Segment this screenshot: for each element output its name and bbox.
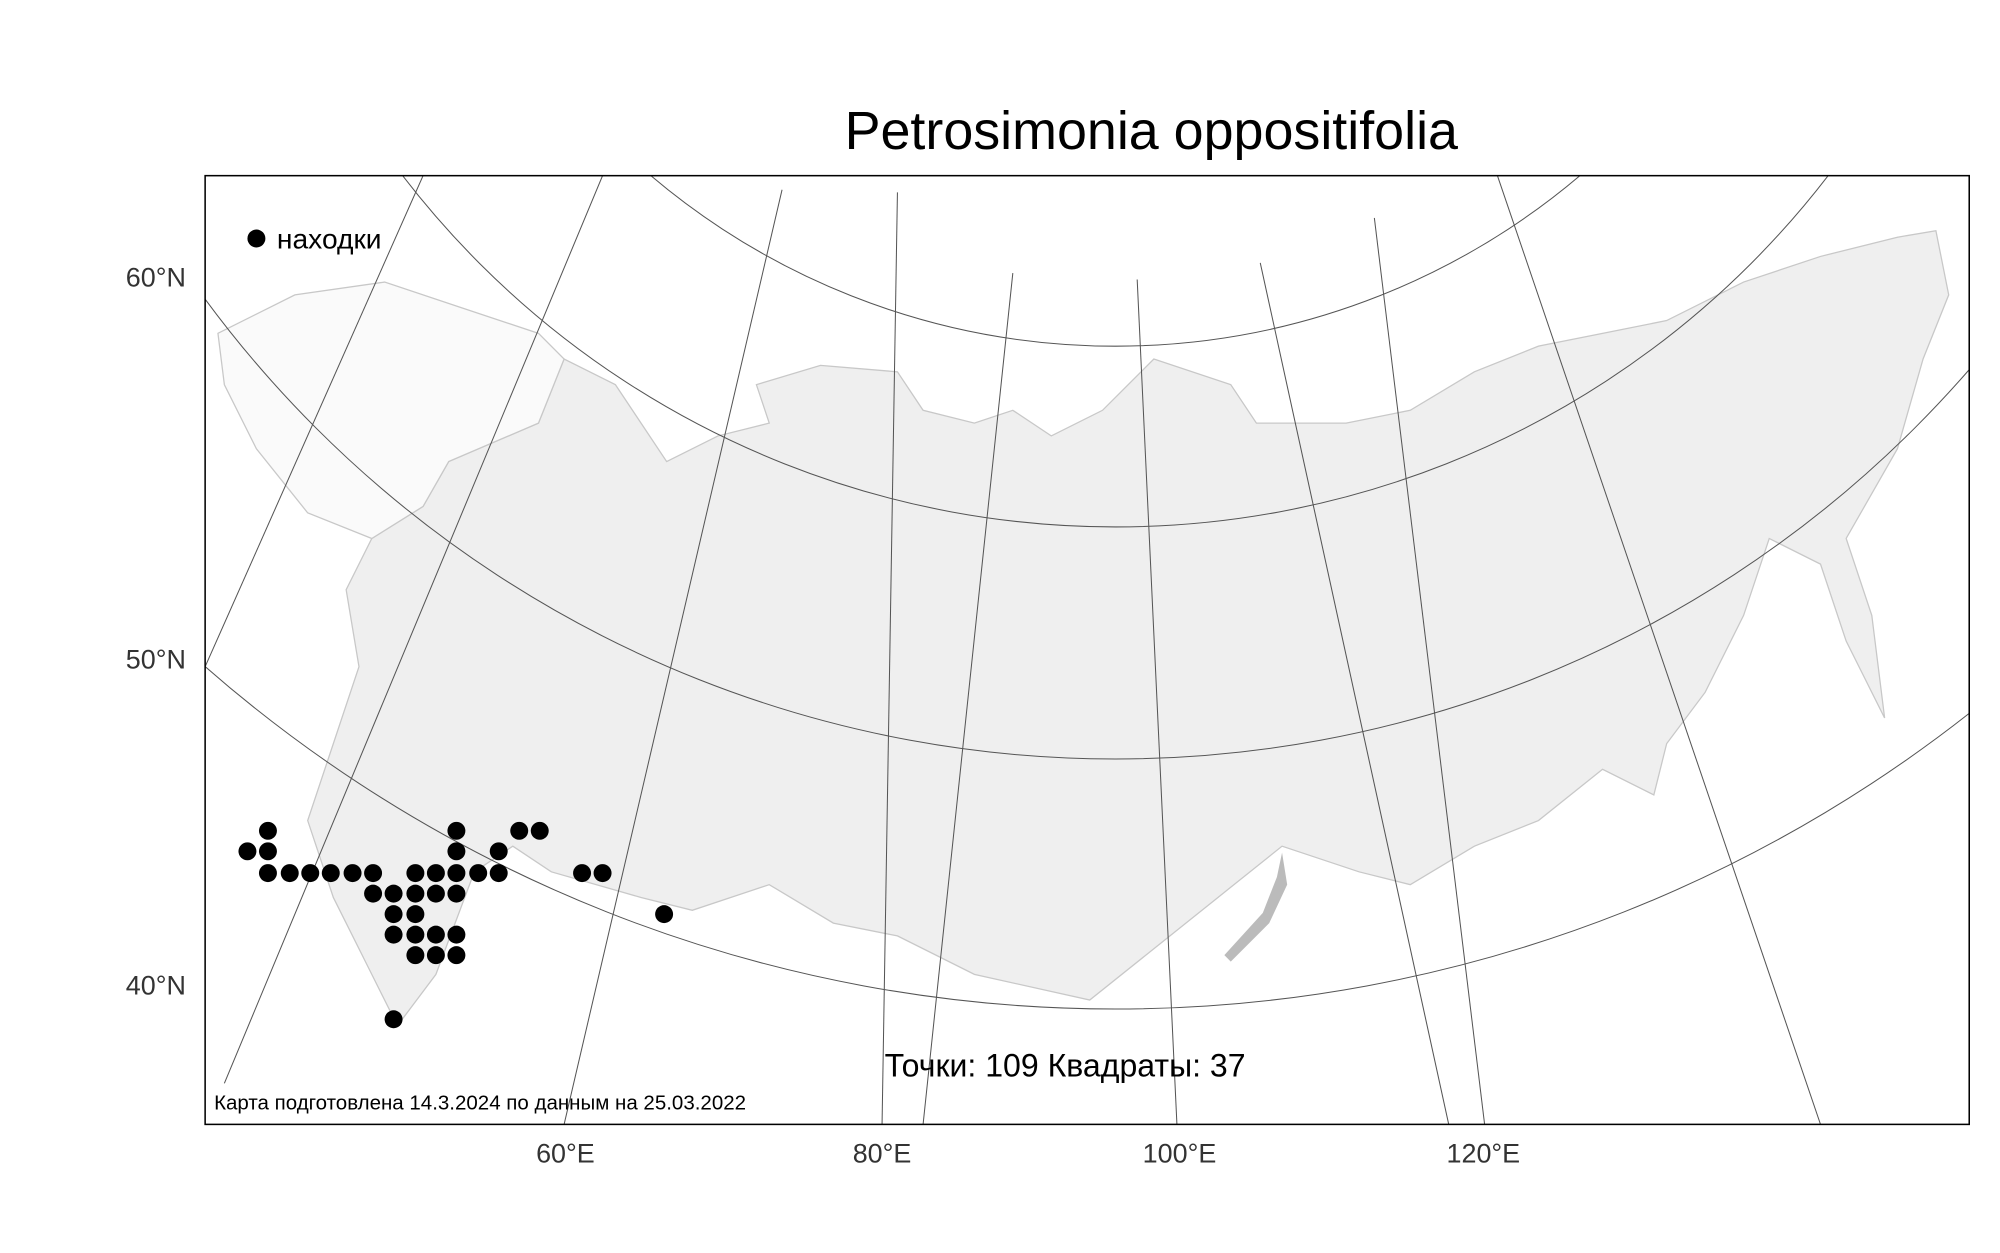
land xyxy=(307,230,1950,1027)
legend-label: находки xyxy=(277,223,382,255)
meridian xyxy=(881,192,898,1125)
graticule xyxy=(205,175,1970,1125)
parallel-40 xyxy=(205,665,1970,1010)
land-west xyxy=(217,281,565,540)
meridian xyxy=(205,175,424,667)
map-title: Petrosimonia oppositifolia xyxy=(845,101,1458,161)
meridian xyxy=(1496,175,1821,1125)
lat-label: 50°N xyxy=(126,645,186,675)
lake-baikal xyxy=(1224,852,1288,962)
lat-label: 60°N xyxy=(126,263,186,293)
meridian xyxy=(563,189,783,1125)
occurrences xyxy=(238,821,674,1029)
lon-label: 100°E xyxy=(1143,1138,1217,1168)
meridian xyxy=(922,273,1014,1125)
meridian xyxy=(1373,217,1486,1125)
lon-label: 120°E xyxy=(1447,1138,1521,1168)
map-frame xyxy=(204,174,1970,1126)
meridian xyxy=(223,175,604,1084)
lat-label: 40°N xyxy=(126,970,186,1000)
lon-label: 80°E xyxy=(853,1138,912,1168)
meridian xyxy=(1136,279,1178,1125)
parallel-60 xyxy=(402,175,1829,528)
map-area xyxy=(205,175,1970,1125)
parallel-70 xyxy=(650,175,1581,347)
stats: Точки: 109 Квадраты: 37 xyxy=(885,1047,1246,1083)
meridian xyxy=(1259,262,1450,1125)
parallel-50 xyxy=(205,297,1970,760)
legend-marker xyxy=(247,229,266,248)
lon-label: 60°E xyxy=(536,1138,595,1168)
footnote: Карта подготовлена 14.3.2024 по данным н… xyxy=(214,1091,746,1114)
